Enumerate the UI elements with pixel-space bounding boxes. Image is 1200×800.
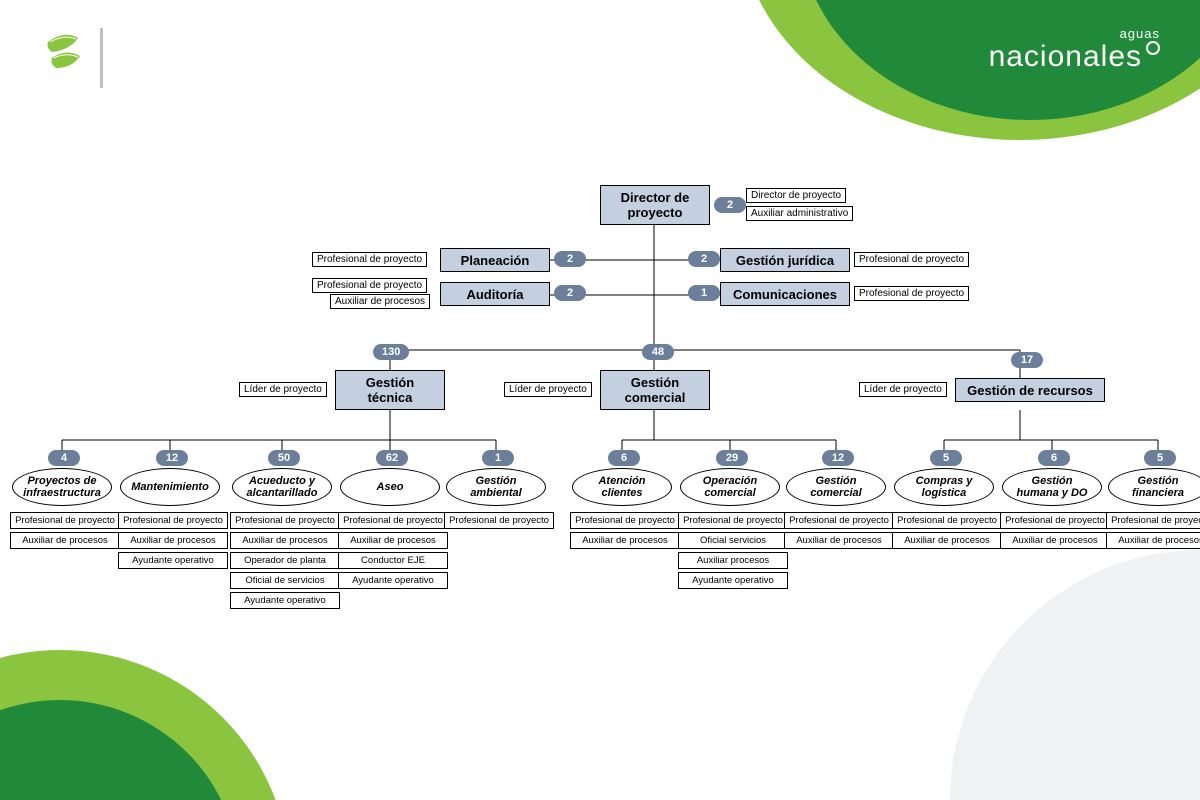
leaf-icon xyxy=(40,30,86,81)
node-gestion-juridica: 2 Gestión jurídica Profesional de proyec… xyxy=(720,248,850,272)
role-leaf-4-0: Profesional de proyecto xyxy=(444,512,554,529)
node-auditoria: Auditoría 2 Profesional de proyecto Auxi… xyxy=(440,282,550,306)
count-leaf-4: 1 xyxy=(482,450,514,466)
role-leaf-0-1: Auxiliar de procesos xyxy=(10,532,120,549)
node-gestion-comercial: 48 Gestióncomercial Líder de proyecto xyxy=(600,370,710,410)
role-leaf-10-1: Auxiliar de procesos xyxy=(1106,532,1200,549)
role-leaf-2-4: Ayudante operativo xyxy=(230,592,340,609)
decor-corner-bl-inner xyxy=(0,700,240,800)
count-gestion-comercial: 48 xyxy=(642,344,674,360)
node-gestion-tecnica: 130 Gestióntécnica Líder de proyecto xyxy=(335,370,445,410)
oval-leaf-0: Proyectos deinfraestructura xyxy=(12,468,112,506)
role-leaf-5-1: Auxiliar de procesos xyxy=(570,532,680,549)
role-leaf-8-0: Profesional de proyecto xyxy=(892,512,1002,529)
decor-corner-br xyxy=(950,550,1200,800)
box-planeacion: Planeación xyxy=(440,248,550,272)
box-gestion-juridica: Gestión jurídica xyxy=(720,248,850,272)
oval-leaf-8: Compras ylogística xyxy=(894,468,994,506)
role-leaf-3-1: Auxiliar de procesos xyxy=(338,532,448,549)
staff-director-0: Director de proyecto xyxy=(746,188,846,203)
count-comunicaciones: 1 xyxy=(688,285,720,301)
count-director: 2 xyxy=(714,197,746,213)
oval-leaf-3: Aseo xyxy=(340,468,440,506)
count-leaf-7: 12 xyxy=(822,450,854,466)
node-gestion-recursos: 17 Gestión de recursos Líder de proyecto xyxy=(955,378,1105,402)
role-leaf-9-1: Auxiliar de procesos xyxy=(1000,532,1110,549)
oval-leaf-10: Gestiónfinanciera xyxy=(1108,468,1200,506)
box-gestion-tecnica: Gestióntécnica xyxy=(335,370,445,410)
role-leaf-7-1: Auxiliar de procesos xyxy=(784,532,894,549)
count-gestion-tecnica: 130 xyxy=(373,344,409,360)
brand-big: nacionales xyxy=(989,41,1160,72)
oval-leaf-5: Atenciónclientes xyxy=(572,468,672,506)
leader-gestion-tecnica: Líder de proyecto xyxy=(239,382,327,397)
oval-leaf-1: Mantenimiento xyxy=(120,468,220,506)
box-auditoria: Auditoría xyxy=(440,282,550,306)
count-auditoria: 2 xyxy=(554,285,586,301)
role-leaf-6-2: Auxiliar procesos xyxy=(678,552,788,569)
role-leaf-10-0: Profesional de proyecto xyxy=(1106,512,1200,529)
leader-gestion-comercial: Líder de proyecto xyxy=(504,382,592,397)
role-leaf-3-2: Conductor EJE xyxy=(338,552,448,569)
role-leaf-3-3: Ayudante operativo xyxy=(338,572,448,589)
count-leaf-3: 62 xyxy=(376,450,408,466)
staff-auditoria-0: Profesional de proyecto xyxy=(312,278,427,293)
count-gestion-recursos: 17 xyxy=(1011,352,1043,368)
brand-small: aguas xyxy=(989,26,1160,41)
count-leaf-8: 5 xyxy=(930,450,962,466)
role-leaf-0-0: Profesional de proyecto xyxy=(10,512,120,529)
node-comunicaciones: 1 Comunicaciones Profesional de proyecto xyxy=(720,282,850,306)
count-leaf-2: 50 xyxy=(268,450,300,466)
count-leaf-6: 29 xyxy=(716,450,748,466)
staff-director-1: Auxiliar administrativo xyxy=(746,206,853,221)
box-gestion-comercial: Gestióncomercial xyxy=(600,370,710,410)
role-leaf-1-1: Auxiliar de procesos xyxy=(118,532,228,549)
role-leaf-6-1: Oficial servicios xyxy=(678,532,788,549)
staff-auditoria-1: Auxiliar de procesos xyxy=(330,294,430,309)
role-leaf-1-2: Ayudante operativo xyxy=(118,552,228,569)
role-leaf-6-3: Ayudante operativo xyxy=(678,572,788,589)
role-leaf-1-0: Profesional de proyecto xyxy=(118,512,228,529)
oval-leaf-9: Gestiónhumana y DO xyxy=(1002,468,1102,506)
box-gestion-recursos: Gestión de recursos xyxy=(955,378,1105,402)
node-director: Director deproyecto 2 Director de proyec… xyxy=(600,185,710,225)
brand-logo: aguas nacionales xyxy=(989,26,1160,72)
oval-leaf-2: Acueducto yalcantarillado xyxy=(232,468,332,506)
leader-gestion-recursos: Líder de proyecto xyxy=(859,382,947,397)
role-leaf-2-3: Oficial de servicios xyxy=(230,572,340,589)
role-leaf-3-0: Profesional de proyecto xyxy=(338,512,448,529)
role-leaf-2-0: Profesional de proyecto xyxy=(230,512,340,529)
role-leaf-2-2: Operador de planta xyxy=(230,552,340,569)
node-planeacion: Planeación 2 Profesional de proyecto xyxy=(440,248,550,272)
role-leaf-7-0: Profesional de proyecto xyxy=(784,512,894,529)
header-divider xyxy=(100,28,103,88)
count-leaf-9: 6 xyxy=(1038,450,1070,466)
count-leaf-5: 6 xyxy=(608,450,640,466)
count-gestion-juridica: 2 xyxy=(688,251,720,267)
staff-gestion-juridica-0: Profesional de proyecto xyxy=(854,252,969,267)
count-planeacion: 2 xyxy=(554,251,586,267)
oval-leaf-7: Gestióncomercial xyxy=(786,468,886,506)
role-leaf-2-1: Auxiliar de procesos xyxy=(230,532,340,549)
count-leaf-0: 4 xyxy=(48,450,80,466)
role-leaf-9-0: Profesional de proyecto xyxy=(1000,512,1110,529)
staff-planeacion-0: Profesional de proyecto xyxy=(312,252,427,267)
box-director: Director deproyecto xyxy=(600,185,710,225)
role-leaf-5-0: Profesional de proyecto xyxy=(570,512,680,529)
role-leaf-6-0: Profesional de proyecto xyxy=(678,512,788,529)
decor-corner-bl-outer xyxy=(0,650,290,800)
staff-comunicaciones-0: Profesional de proyecto xyxy=(854,286,969,301)
count-leaf-10: 5 xyxy=(1144,450,1176,466)
count-leaf-1: 12 xyxy=(156,450,188,466)
org-chart-stage: aguas nacionales xyxy=(0,0,1200,800)
oval-leaf-4: Gestiónambiental xyxy=(446,468,546,506)
oval-leaf-6: Operacióncomercial xyxy=(680,468,780,506)
box-comunicaciones: Comunicaciones xyxy=(720,282,850,306)
role-leaf-8-1: Auxiliar de procesos xyxy=(892,532,1002,549)
